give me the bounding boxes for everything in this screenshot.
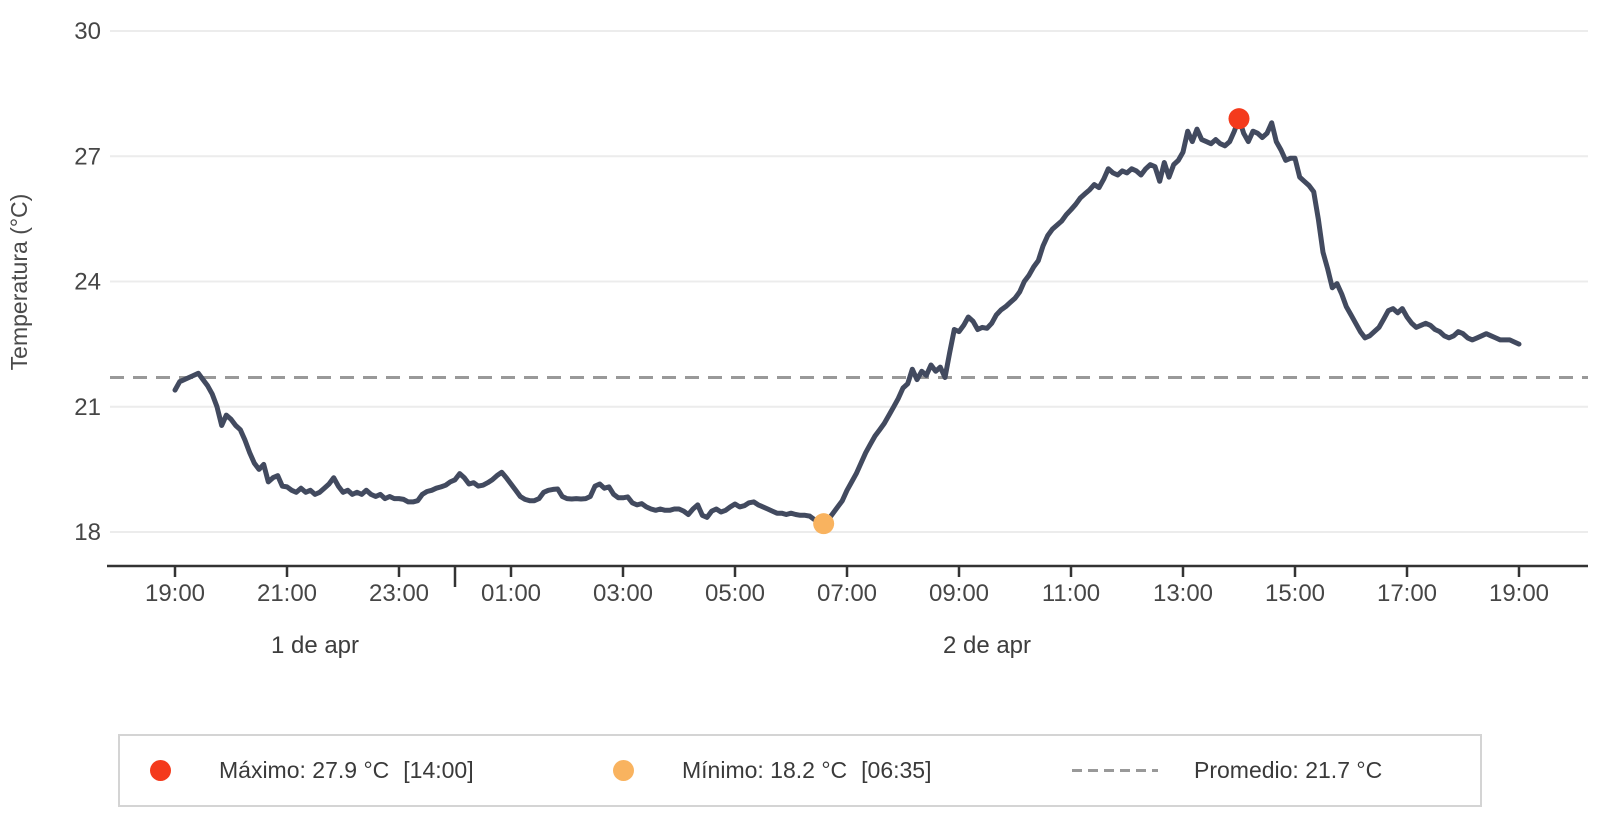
x-tick-label-1: 21:00 bbox=[257, 580, 317, 607]
y-tick-label-21: 21 bbox=[74, 394, 101, 421]
x-tick-label-8: 11:00 bbox=[1042, 580, 1100, 607]
y-tick-label-30: 30 bbox=[74, 18, 101, 45]
y-tick-label-27: 27 bbox=[74, 143, 101, 170]
legend-minimum-time: [06:35] bbox=[861, 757, 932, 783]
legend-maximum-label: Máximo: 27.9 °C bbox=[219, 757, 390, 783]
x-tick-label-4: 03:00 bbox=[593, 580, 653, 607]
x-tick-label-7: 09:00 bbox=[929, 580, 989, 607]
x-tick-label-5: 05:00 bbox=[705, 580, 765, 607]
x-tick-label-11: 17:00 bbox=[1377, 580, 1437, 607]
x-tick-label-3: 01:00 bbox=[481, 580, 541, 607]
day-label-2: 2 de apr bbox=[943, 632, 1031, 659]
max-point-icon bbox=[150, 760, 171, 781]
temperature-series-line bbox=[172, 116, 1522, 527]
day-label-1: 1 de apr bbox=[271, 632, 359, 659]
max-temperature-marker bbox=[1228, 108, 1250, 130]
x-tick-label-0: 19:00 bbox=[145, 580, 205, 607]
y-tick-label-18: 18 bbox=[74, 519, 101, 546]
x-tick-label-10: 15:00 bbox=[1265, 580, 1325, 607]
min-point-icon bbox=[613, 760, 634, 781]
legend-maximum-time: [14:00] bbox=[403, 757, 474, 783]
legend-item-average[interactable]: Promedio: 21.7 °C bbox=[1072, 736, 1382, 805]
x-tick-label-12: 19:00 bbox=[1489, 580, 1549, 607]
legend-item-minimum[interactable]: Mínimo: 18.2 °C [06:35] bbox=[613, 736, 932, 805]
y-axis-title: Temperatura (°C) bbox=[6, 194, 32, 371]
legend-minimum-label: Mínimo: 18.2 °C bbox=[682, 757, 848, 783]
chart-legend: Máximo: 27.9 °C [14:00] Mínimo: 18.2 °C … bbox=[118, 734, 1482, 807]
legend-average-label: Promedio: 21.7 °C bbox=[1194, 757, 1383, 783]
x-tick-label-6: 07:00 bbox=[817, 580, 877, 607]
y-tick-label-24: 24 bbox=[74, 269, 101, 296]
legend-item-maximum[interactable]: Máximo: 27.9 °C [14:00] bbox=[150, 736, 474, 805]
x-tick-label-2: 23:00 bbox=[369, 580, 429, 607]
min-temperature-marker bbox=[813, 513, 835, 535]
x-tick-label-9: 13:00 bbox=[1153, 580, 1213, 607]
average-dashed-line-icon bbox=[1072, 769, 1158, 772]
